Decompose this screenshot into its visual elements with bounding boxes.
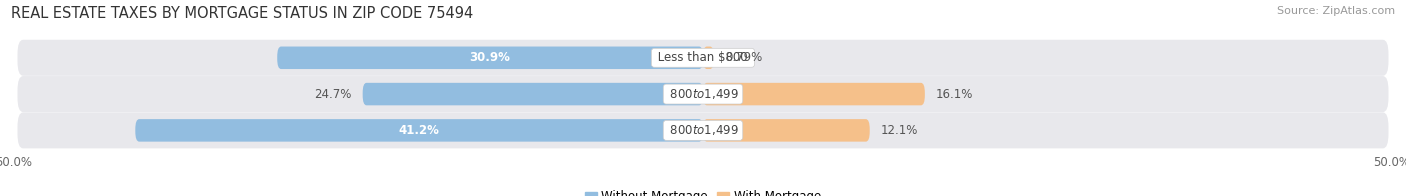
FancyBboxPatch shape <box>703 46 714 69</box>
Text: $800 to $1,499: $800 to $1,499 <box>666 87 740 101</box>
Text: REAL ESTATE TAXES BY MORTGAGE STATUS IN ZIP CODE 75494: REAL ESTATE TAXES BY MORTGAGE STATUS IN … <box>11 6 474 21</box>
FancyBboxPatch shape <box>703 119 870 142</box>
FancyBboxPatch shape <box>703 83 925 105</box>
FancyBboxPatch shape <box>17 76 1389 112</box>
Text: 24.7%: 24.7% <box>315 88 352 101</box>
Legend: Without Mortgage, With Mortgage: Without Mortgage, With Mortgage <box>581 186 825 196</box>
FancyBboxPatch shape <box>277 46 703 69</box>
Text: 30.9%: 30.9% <box>470 51 510 64</box>
FancyBboxPatch shape <box>17 112 1389 148</box>
FancyBboxPatch shape <box>17 40 1389 76</box>
Text: $800 to $1,499: $800 to $1,499 <box>666 123 740 137</box>
Text: 16.1%: 16.1% <box>936 88 973 101</box>
Text: Less than $800: Less than $800 <box>654 51 752 64</box>
Text: Source: ZipAtlas.com: Source: ZipAtlas.com <box>1277 6 1395 16</box>
FancyBboxPatch shape <box>363 83 703 105</box>
FancyBboxPatch shape <box>135 119 703 142</box>
Text: 41.2%: 41.2% <box>399 124 440 137</box>
Text: 12.1%: 12.1% <box>880 124 918 137</box>
Text: 0.79%: 0.79% <box>725 51 762 64</box>
